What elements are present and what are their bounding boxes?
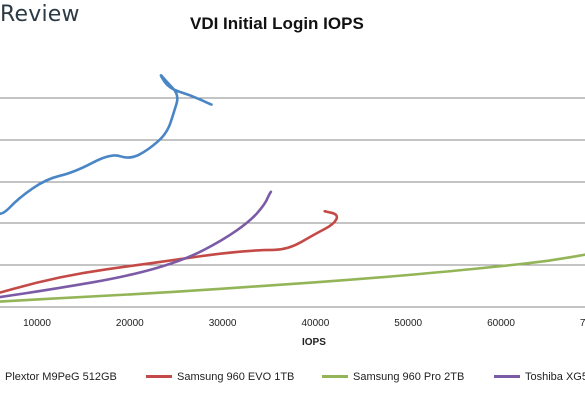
x-tick-label: 60000	[487, 318, 515, 329]
legend-swatch	[494, 374, 520, 378]
legend-label: Toshiba XG5	[525, 371, 585, 383]
x-tick-label: 70000	[580, 318, 585, 329]
series-line-1	[0, 209, 339, 294]
legend-label: Samsung 960 Pro 2TB	[353, 371, 465, 383]
x-tick-label: 40000	[301, 318, 329, 329]
legend-swatch	[146, 374, 172, 378]
legend-swatch	[322, 374, 348, 378]
chart-title: VDI Initial Login IOPS	[190, 14, 364, 33]
series-line-3	[0, 190, 273, 299]
series-lines	[0, 74, 585, 303]
x-tick-label: 30000	[209, 318, 237, 329]
legend-item-960-evo: Samsung 960 EVO 1TB	[146, 371, 294, 383]
series-line-2	[0, 253, 585, 303]
x-tick-label: 50000	[394, 318, 422, 329]
x-tick-label: 10000	[23, 318, 51, 329]
gridlines	[0, 97, 585, 266]
series-line-0	[0, 74, 213, 215]
legend-item-960-pro: Samsung 960 Pro 2TB	[322, 371, 464, 383]
legend-label: Samsung 960 EVO 1TB	[177, 371, 295, 383]
legend: Plextor M9PeG 512GB Samsung 960 EVO 1TB …	[0, 371, 585, 387]
legend-label: Plextor M9PeG 512GB	[5, 371, 117, 383]
legend-item-xg5: Toshiba XG5	[494, 371, 585, 383]
x-tick-labels: 10000 20000 30000 40000 50000 60000 70000	[23, 318, 585, 329]
x-axis-label: IOPS	[302, 337, 326, 348]
legend-item-plextor: Plextor M9PeG 512GB	[0, 371, 117, 383]
x-tick-label: 20000	[116, 318, 144, 329]
brand-logo-text: Review	[0, 2, 80, 27]
